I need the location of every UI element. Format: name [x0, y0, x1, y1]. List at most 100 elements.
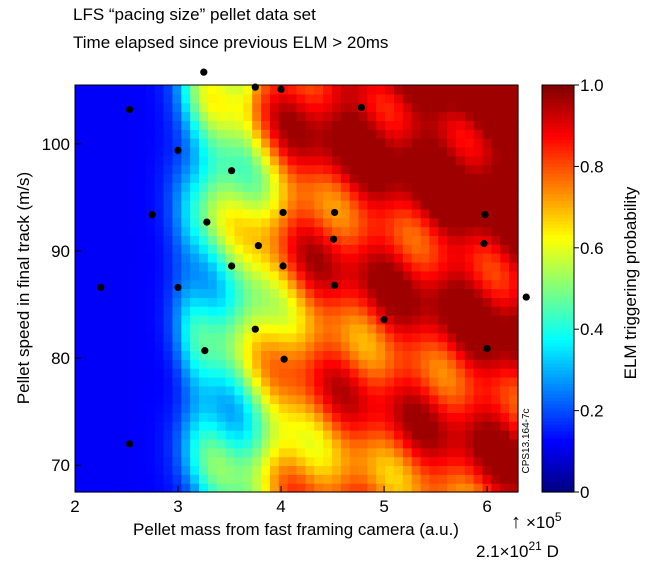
heatmap-cell [137, 306, 147, 316]
heatmap-cell [252, 350, 262, 360]
heatmap-cell [75, 297, 85, 307]
heatmap-cell [234, 288, 244, 298]
heatmap-cell [385, 253, 395, 263]
heatmap-cell [269, 385, 280, 396]
heatmap-cell [252, 182, 262, 192]
heatmap-cell [137, 111, 147, 121]
heatmap-cell [243, 235, 253, 245]
heatmap-cell [464, 120, 475, 130]
heatmap-cell [75, 200, 85, 210]
heatmap-cell [429, 306, 439, 316]
heatmap-cell [119, 385, 129, 396]
heatmap-cell [509, 376, 519, 387]
heatmap-cell [455, 217, 466, 228]
heatmap-cell [101, 456, 112, 467]
heatmap-cell [154, 306, 165, 316]
heatmap-cell [137, 226, 147, 237]
heatmap-cell [393, 253, 404, 263]
heatmap-cell [137, 465, 147, 475]
heatmap-cell [128, 164, 138, 175]
heatmap-cell [358, 217, 368, 228]
heatmap-cell [429, 438, 439, 449]
heatmap-cell [509, 315, 519, 325]
heatmap-cell [269, 235, 280, 245]
heatmap-cell [199, 438, 209, 449]
heatmap-cell [385, 182, 395, 192]
heatmap-cell [128, 323, 138, 334]
colorbar-segment [542, 288, 574, 293]
heatmap-cell [420, 138, 430, 148]
heatmap-cell [420, 235, 430, 245]
heatmap-cell [385, 111, 395, 121]
heatmap-cell [385, 226, 395, 237]
heatmap-cell [234, 93, 244, 104]
heatmap-cell [455, 208, 466, 219]
data-point [279, 262, 287, 270]
heatmap-cell [429, 297, 439, 307]
data-point [480, 239, 488, 248]
heatmap-cell [207, 465, 218, 475]
heatmap-cell [358, 226, 368, 237]
heatmap-cell [429, 253, 439, 263]
heatmap-cell [83, 244, 94, 254]
heatmap-cell [207, 253, 218, 263]
heatmap-cell [207, 208, 218, 219]
heatmap-cell [199, 129, 209, 139]
colorbar-segment [542, 481, 574, 486]
heatmap-cell [101, 438, 112, 449]
heatmap-cell [447, 279, 457, 290]
heatmap-cell [393, 474, 404, 484]
heatmap-cell [83, 385, 94, 396]
heatmap-cell [92, 146, 103, 157]
heatmap-cell [402, 208, 413, 219]
heatmap-cell [252, 155, 262, 166]
heatmap-cell [92, 447, 103, 458]
heatmap-cell [261, 438, 271, 449]
heatmap-cell [385, 394, 395, 405]
data-point [254, 242, 262, 250]
heatmap-cell [163, 261, 174, 272]
heatmap-cell [110, 412, 120, 422]
heatmap-cell [393, 129, 404, 139]
heatmap-cell [473, 253, 484, 263]
colorbar-segment [542, 193, 574, 198]
heatmap-cell [163, 138, 174, 148]
heatmap-cell [252, 217, 262, 228]
heatmap-cell [429, 182, 439, 192]
heatmap-cell [163, 323, 174, 334]
heatmap-cell [199, 111, 209, 121]
x-axis-label: Pellet mass from fast framing camera (a.… [133, 520, 459, 539]
heatmap-cell [491, 456, 501, 467]
heatmap-cell [287, 120, 298, 130]
heatmap-cell [509, 341, 519, 352]
heatmap-cell [393, 430, 404, 440]
heatmap-cell [278, 226, 289, 237]
heatmap-cell [92, 438, 103, 449]
heatmap-cell [278, 129, 289, 139]
heatmap-cell [269, 164, 280, 175]
heatmap-cell [154, 129, 165, 139]
heatmap-cell [172, 244, 182, 254]
heatmap-cell [163, 244, 174, 254]
heatmap-cell [190, 200, 200, 210]
heatmap-cell [243, 306, 253, 316]
heatmap-cell [402, 359, 413, 369]
heatmap-cell [190, 253, 200, 263]
heatmap-cell [455, 315, 466, 325]
heatmap-cell [296, 332, 306, 343]
heatmap-cell [207, 421, 218, 431]
heatmap-cell [411, 297, 422, 307]
heatmap-cell [172, 421, 182, 431]
heatmap-cell [92, 306, 103, 316]
heatmap-cell [225, 120, 236, 130]
heatmap-cell [181, 465, 191, 475]
heatmap-cell [376, 270, 386, 281]
heatmap-cell [331, 376, 342, 387]
heatmap-cell [261, 173, 271, 183]
heatmap-cell [252, 483, 262, 493]
colorbar-segment [542, 342, 574, 347]
heatmap-cell [385, 483, 395, 493]
heatmap-cell [225, 85, 236, 95]
heatmap-cell [420, 376, 430, 387]
data-point [329, 235, 338, 243]
